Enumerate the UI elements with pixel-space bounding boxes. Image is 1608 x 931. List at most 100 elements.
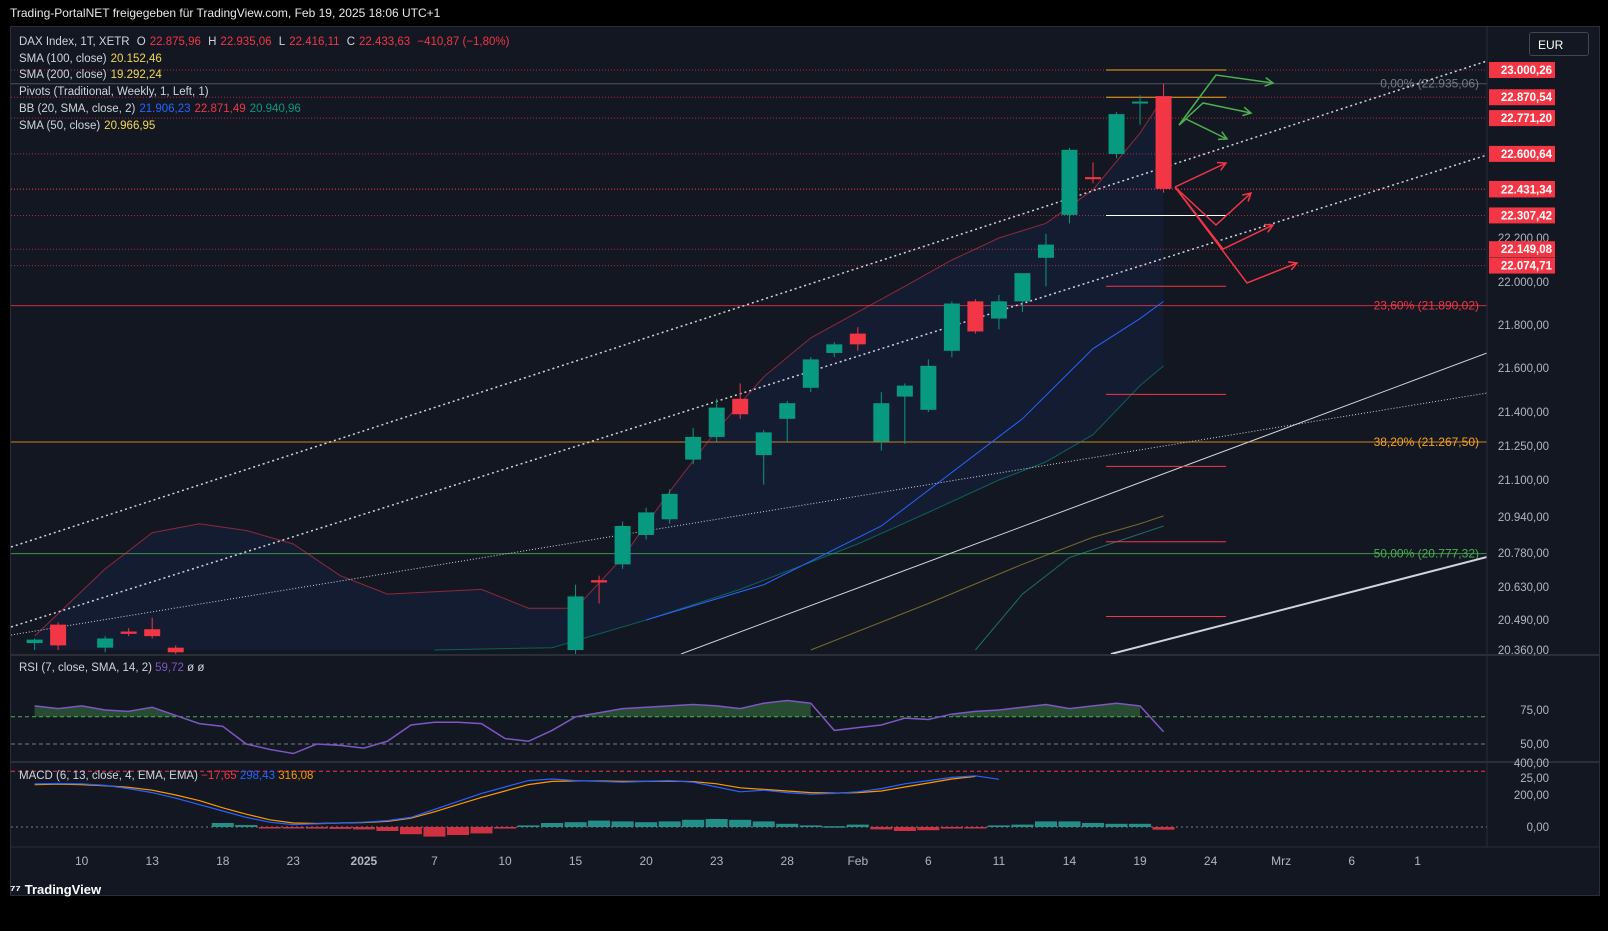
time-tick-label: 18 <box>216 854 230 868</box>
candle-body <box>967 301 984 332</box>
macd-histogram-bar <box>917 827 940 831</box>
candle-body <box>849 333 866 345</box>
legend-sma200[interactable]: SMA (200, close) 19.292,24 <box>19 69 162 82</box>
macd-histogram-bar <box>635 822 658 827</box>
chart-canvas[interactable]: 0,00% (22.935,06) 23,60% (21.890,02) 38,20… <box>11 27 1599 895</box>
candle-body <box>873 403 890 442</box>
brand-name: TradingView <box>24 882 102 897</box>
rsi-tick-label: 75,00 <box>1520 705 1549 717</box>
price-tick-label: 20.630,00 <box>1498 582 1549 594</box>
price-label-box <box>1489 145 1555 162</box>
candle-body <box>1085 177 1101 180</box>
macd-tick-label: 0,00 <box>1527 822 1549 834</box>
time-tick-label: 23 <box>710 854 724 868</box>
macd-histogram-bar <box>446 827 469 835</box>
price-tick-label: 20.780,00 <box>1498 548 1549 560</box>
candle-body <box>1061 149 1078 215</box>
price-label-box <box>1489 89 1555 106</box>
bollinger-fill <box>34 97 1164 651</box>
macd-histogram-bar <box>940 827 963 829</box>
candle-body <box>920 365 937 410</box>
time-tick-label: 15 <box>569 854 583 868</box>
rsi-legend[interactable]: RSI (7, close, SMA, 14, 2) 59,72 ø ø <box>19 662 205 674</box>
macd-histogram-bar <box>305 827 328 829</box>
candle-body <box>661 493 678 520</box>
macd-histogram-bar <box>729 819 752 827</box>
projection-arrow-head <box>1264 77 1275 87</box>
macd-histogram-bar <box>329 827 352 829</box>
price-label-text: 22.149,08 <box>1501 244 1553 256</box>
footer-brand: ⁷⁷ TradingView <box>10 882 101 897</box>
time-tick-label: 7 <box>431 854 438 868</box>
macd-histogram-bar <box>752 821 775 827</box>
ohlc-high: H 22.935,06 <box>208 36 272 48</box>
legend-sma100[interactable]: SMA (100, close) 20.152,46 <box>19 52 162 65</box>
price-tick-label: 21.100,00 <box>1498 475 1549 487</box>
legend-sma50[interactable]: SMA (50, close) 20.966,95 <box>19 119 156 132</box>
candle-body <box>638 512 655 535</box>
macd-histogram-bar <box>1105 823 1128 827</box>
macd-histogram-bar <box>1129 823 1152 827</box>
price-label-box <box>1489 257 1555 274</box>
legend-pivots[interactable]: Pivots (Traditional, Weekly, 1, Left, 1) <box>19 86 209 99</box>
macd-legend[interactable]: MACD (6, 13, close, 4, EMA, EMA) −17,65 … <box>19 770 314 782</box>
time-tick-label: 11 <box>993 854 1006 868</box>
sma50-line <box>645 300 1164 621</box>
macd-histogram-bar <box>1152 827 1175 830</box>
macd-histogram-bar <box>423 827 446 837</box>
time-tick-label: 14 <box>1063 854 1077 868</box>
chart-area[interactable]: 0,00% (22.935,06) 23,60% (21.890,02) 38,20… <box>10 26 1600 896</box>
time-tick-label: 6 <box>925 854 932 868</box>
macd-histogram-bar <box>611 821 634 827</box>
candle-body <box>97 638 114 648</box>
projection-arrow-head <box>1287 261 1299 271</box>
time-tick-label: 24 <box>1204 854 1218 868</box>
time-tick-label: 20 <box>639 854 653 868</box>
share-header: Trading-PortalNET freigegeben für Tradin… <box>10 6 441 20</box>
candle-body <box>990 301 1007 319</box>
sma100-line <box>810 515 1164 651</box>
macd-histogram-bar <box>1082 823 1104 827</box>
candle-body <box>732 398 749 415</box>
candle-body <box>1155 96 1172 189</box>
macd-histogram-bar <box>682 819 705 827</box>
time-tick-label: 10 <box>498 854 512 868</box>
symbol-name[interactable]: DAX Index, 1T, XETR <box>19 36 130 48</box>
projection-arrow <box>1174 162 1227 188</box>
macd-histogram-bar <box>564 822 587 827</box>
candle-body <box>755 432 772 456</box>
price-tick-label: 21.600,00 <box>1498 363 1549 375</box>
macd-histogram-bar <box>258 827 281 829</box>
macd-histogram-bar <box>776 823 799 827</box>
trendline-solid <box>680 352 1487 654</box>
macd-histogram-bar <box>376 827 399 831</box>
price-label-text: 22.307,42 <box>1501 210 1552 222</box>
candle-body <box>614 526 631 565</box>
main-legend: DAX Index, 1T, XETR O 22.875,96 H 22.935,0… <box>19 34 513 134</box>
macd-histogram-bar <box>399 827 422 835</box>
ohlc-low: L 22.416,11 <box>278 36 340 48</box>
candle-body <box>779 403 796 419</box>
macd-tick-label: 400,00 <box>1514 758 1549 770</box>
currency-button[interactable]: EUR <box>1529 32 1589 56</box>
candle-body <box>144 629 161 637</box>
price-label-box <box>1489 62 1555 78</box>
candle-body <box>896 385 913 397</box>
trendline-solid-thick <box>1110 556 1487 654</box>
candle-body <box>1132 101 1149 104</box>
fib-label: 0,00% (22.935,06) <box>1380 77 1479 91</box>
macd-histogram-bar <box>823 826 846 828</box>
price-label-text: 22.600,64 <box>1501 149 1553 161</box>
legend-bb[interactable]: BB (20, SMA, close, 2) 21.906,23 22.871,49… <box>19 102 301 115</box>
rsi-tick-label: 25,00 <box>1520 773 1549 785</box>
price-tick-label: 21.400,00 <box>1498 407 1549 419</box>
fib-label: 50,00% (20.777,32) <box>1374 547 1479 561</box>
price-label-box <box>1489 181 1555 198</box>
price-tick-label: 22.000,00 <box>1498 277 1549 289</box>
macd-histogram-bar <box>494 827 516 829</box>
time-tick-label: Feb <box>847 854 868 868</box>
time-tick-label: Mrz <box>1271 854 1291 868</box>
price-tick-label: 21.800,00 <box>1498 320 1549 332</box>
price-tick-label: 20.490,00 <box>1498 615 1549 627</box>
macd-tick-label: 200,00 <box>1514 790 1549 802</box>
